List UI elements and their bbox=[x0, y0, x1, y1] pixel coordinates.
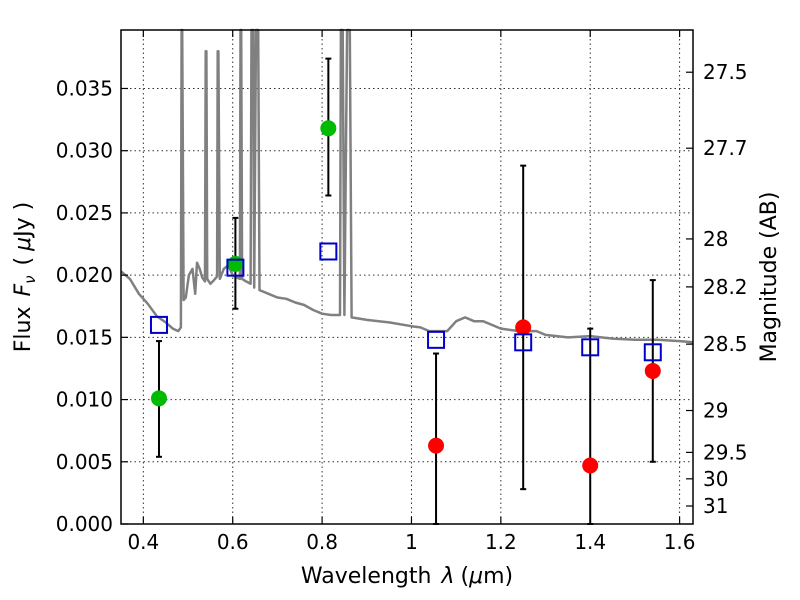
magnitude-tick-label: 28 bbox=[703, 227, 728, 251]
x-axis-label-text: Wavelength bbox=[301, 564, 432, 589]
data-point-circle bbox=[644, 362, 661, 379]
x-tick-label: 1.2 bbox=[485, 530, 517, 554]
model-square-marker bbox=[149, 315, 168, 334]
data-markers bbox=[149, 120, 662, 474]
model-square-marker bbox=[319, 242, 338, 261]
x-tick-label: 1.4 bbox=[574, 530, 606, 554]
y-axis-label-unit-open: ( bbox=[11, 257, 36, 266]
y-axis-label-unit-rest: Jy ) bbox=[11, 202, 36, 239]
x-tick-label: 0.8 bbox=[306, 530, 338, 554]
magnitude-axis-ticks: 27.5 27.7 28 28.2 28.5 29 29.5 30 31 bbox=[686, 60, 748, 518]
y-tick-label: 0.030 bbox=[56, 139, 113, 163]
x-axis-label-unit-mu: μ bbox=[468, 564, 483, 589]
magnitude-tick-label: 28.2 bbox=[703, 275, 748, 299]
magnitude-tick-label: 27.7 bbox=[703, 136, 748, 160]
magnitude-tick-label: 27.5 bbox=[703, 60, 748, 84]
y-axis-label: Flux Fν ( μJy ) bbox=[11, 202, 39, 352]
y-tick-label: 0.035 bbox=[56, 76, 113, 100]
x-tick-label: 0.6 bbox=[217, 530, 249, 554]
magnitude-tick-label: 28.5 bbox=[703, 332, 748, 356]
data-point-circle bbox=[150, 390, 167, 407]
model-square-marker bbox=[581, 338, 600, 357]
x-axis-label: Wavelength λ (μm) bbox=[301, 564, 513, 589]
data-point-circle bbox=[320, 120, 337, 137]
y-tick-label: 0.015 bbox=[56, 325, 113, 349]
x-tick-label: 1 bbox=[405, 530, 418, 554]
x-axis-ticks: 0.4 0.6 0.8 1 1.2 1.4 1.6 bbox=[127, 30, 696, 554]
y-tick-label: 0.000 bbox=[56, 512, 113, 536]
plot-frame bbox=[120, 29, 694, 525]
data-point-circle bbox=[428, 437, 445, 454]
y-axis-label-symbol: F bbox=[11, 284, 36, 297]
x-axis-label-unit-rest: m) bbox=[483, 564, 513, 589]
x-tick-label: 1.6 bbox=[664, 530, 696, 554]
magnitude-axis-label: Magnitude (AB) bbox=[757, 192, 782, 363]
y-tick-label: 0.025 bbox=[56, 201, 113, 225]
model-square-marker bbox=[427, 330, 446, 349]
magnitude-tick-label: 31 bbox=[703, 494, 728, 518]
magnitude-tick-label: 29.5 bbox=[703, 440, 748, 464]
y-axis-label-unit-mu: μ bbox=[11, 237, 36, 252]
x-tick-label: 0.4 bbox=[127, 530, 159, 554]
y-tick-label: 0.010 bbox=[56, 388, 113, 412]
model-square-marker bbox=[514, 333, 533, 352]
model-square-marker bbox=[643, 343, 662, 362]
magnitude-tick-label: 30 bbox=[703, 467, 728, 491]
y-tick-label: 0.005 bbox=[56, 450, 113, 474]
data-point-circle bbox=[582, 457, 599, 474]
y-axis-ticks: 0.000 0.005 0.010 0.015 0.020 0.025 0.030 0.035 bbox=[56, 76, 128, 536]
x-axis-label-symbol: λ bbox=[440, 564, 454, 589]
y-axis-label-subscript: ν bbox=[21, 275, 39, 283]
sed-model-line bbox=[120, 28, 694, 344]
y-tick-label: 0.020 bbox=[56, 263, 113, 287]
y-axis-label-text: Flux bbox=[11, 307, 36, 353]
magnitude-tick-label: 29 bbox=[703, 399, 728, 423]
data-point-circle bbox=[227, 255, 244, 272]
model-square-marker bbox=[226, 258, 245, 277]
data-point-circle bbox=[515, 319, 532, 336]
x-axis-label-unit-open: ( bbox=[460, 564, 469, 589]
plot-area bbox=[120, 28, 694, 525]
